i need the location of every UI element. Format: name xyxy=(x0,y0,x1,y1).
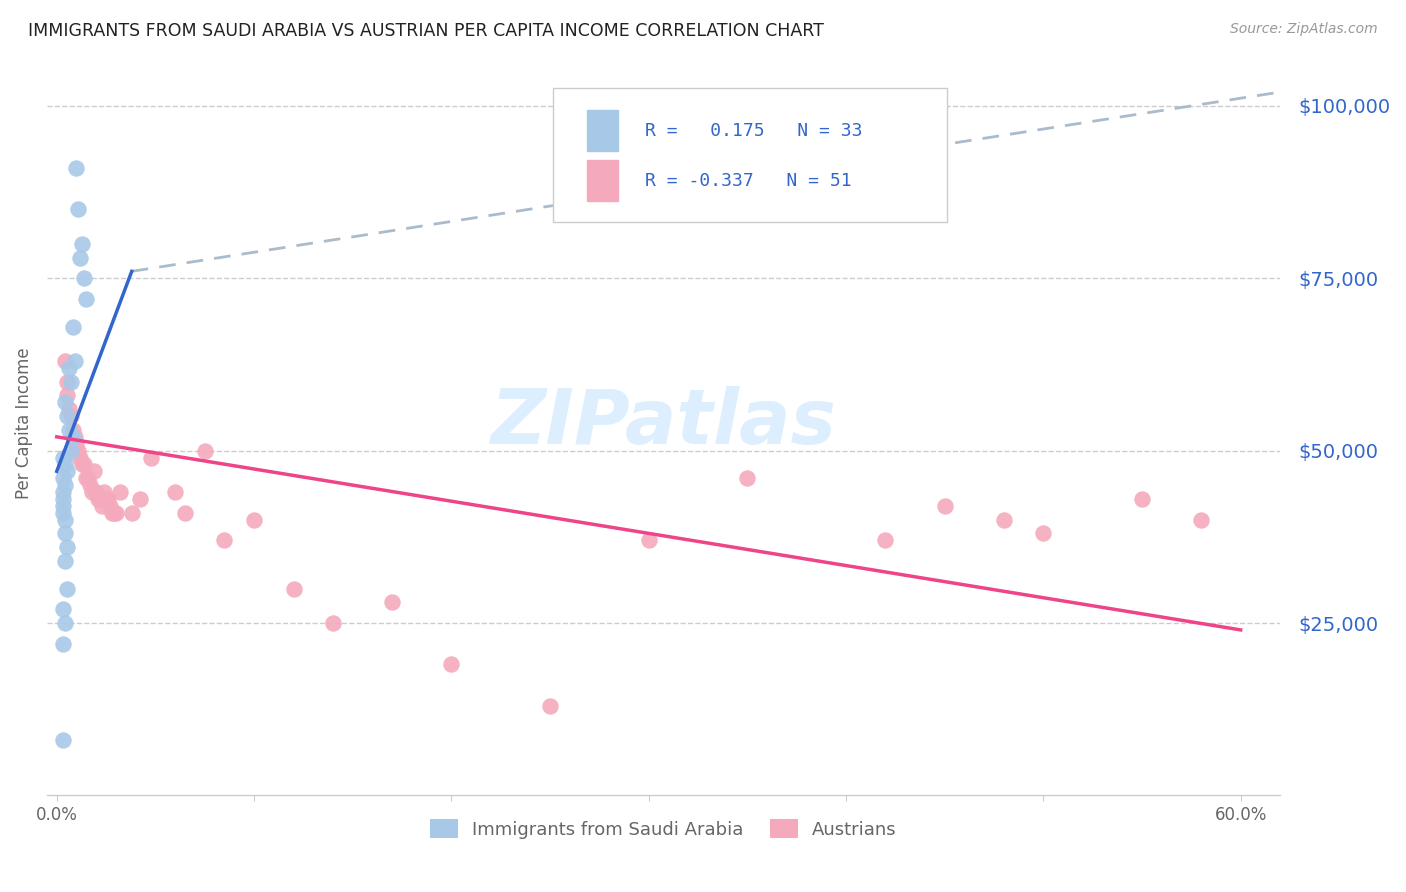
Point xyxy=(73,271,96,285)
Point xyxy=(194,443,217,458)
Point xyxy=(52,485,75,500)
Point xyxy=(53,615,76,630)
Point xyxy=(72,236,94,251)
Point xyxy=(97,491,120,506)
Point xyxy=(214,533,236,548)
Point xyxy=(53,354,76,368)
Point xyxy=(62,430,84,444)
Point xyxy=(62,319,84,334)
Point xyxy=(993,512,1015,526)
Text: R =   0.175   N = 33: R = 0.175 N = 33 xyxy=(645,122,862,140)
Point xyxy=(79,478,101,492)
Point xyxy=(73,458,96,472)
Point xyxy=(58,402,80,417)
Point xyxy=(82,485,104,500)
Point xyxy=(62,423,84,437)
Point xyxy=(538,698,561,713)
Point xyxy=(53,395,76,409)
FancyBboxPatch shape xyxy=(553,88,948,222)
Point xyxy=(440,657,463,672)
Point xyxy=(53,458,76,472)
Point xyxy=(101,506,124,520)
Point xyxy=(108,485,131,500)
Point xyxy=(637,533,659,548)
Point xyxy=(52,471,75,485)
Point xyxy=(69,251,91,265)
Point xyxy=(69,450,91,465)
Point xyxy=(58,360,80,375)
Point xyxy=(65,161,87,175)
Point xyxy=(55,375,77,389)
Point xyxy=(58,423,80,437)
Point xyxy=(72,458,94,472)
Point xyxy=(59,409,82,424)
Point xyxy=(121,506,143,520)
Point xyxy=(52,733,75,747)
Point xyxy=(63,354,86,368)
Point xyxy=(65,443,87,458)
Point xyxy=(55,540,77,554)
Point xyxy=(1032,526,1054,541)
Point xyxy=(174,506,197,520)
Point xyxy=(128,491,150,506)
Point xyxy=(55,582,77,596)
Point xyxy=(67,443,90,458)
Point xyxy=(52,499,75,513)
Point xyxy=(52,602,75,616)
Text: ZIPatlas: ZIPatlas xyxy=(491,386,837,460)
Point xyxy=(55,388,77,402)
Point xyxy=(52,506,75,520)
Point xyxy=(84,485,107,500)
Point xyxy=(1130,491,1153,506)
Point xyxy=(53,526,76,541)
Point xyxy=(53,478,76,492)
Point xyxy=(103,506,125,520)
Point xyxy=(91,499,114,513)
Point xyxy=(83,464,105,478)
Point xyxy=(98,499,121,513)
Point xyxy=(52,491,75,506)
Text: R = -0.337   N = 51: R = -0.337 N = 51 xyxy=(645,172,852,190)
Point xyxy=(59,443,82,458)
Point xyxy=(75,292,97,306)
Point xyxy=(65,436,87,450)
Point xyxy=(75,471,97,485)
Point xyxy=(53,554,76,568)
Point xyxy=(63,430,86,444)
Point xyxy=(283,582,305,596)
Point xyxy=(87,491,110,506)
Point xyxy=(55,409,77,424)
Point xyxy=(93,485,115,500)
Point xyxy=(53,512,76,526)
Point xyxy=(737,471,759,485)
Text: IMMIGRANTS FROM SAUDI ARABIA VS AUSTRIAN PER CAPITA INCOME CORRELATION CHART: IMMIGRANTS FROM SAUDI ARABIA VS AUSTRIAN… xyxy=(28,22,824,40)
Text: Source: ZipAtlas.com: Source: ZipAtlas.com xyxy=(1230,22,1378,37)
Bar xyxy=(588,111,617,152)
Y-axis label: Per Capita Income: Per Capita Income xyxy=(15,347,32,499)
Point xyxy=(1189,512,1212,526)
Point xyxy=(77,471,100,485)
Point xyxy=(381,595,404,609)
Point xyxy=(243,512,266,526)
Point xyxy=(89,491,111,506)
Point xyxy=(875,533,897,548)
Point xyxy=(94,491,117,506)
Point xyxy=(165,485,187,500)
Point xyxy=(934,499,956,513)
Legend: Immigrants from Saudi Arabia, Austrians: Immigrants from Saudi Arabia, Austrians xyxy=(423,812,904,846)
Point xyxy=(52,450,75,465)
Point xyxy=(59,375,82,389)
Point xyxy=(55,464,77,478)
Bar xyxy=(588,161,617,201)
Point xyxy=(104,506,127,520)
Point xyxy=(67,202,90,217)
Point xyxy=(141,450,163,465)
Point xyxy=(52,637,75,651)
Point xyxy=(322,615,344,630)
